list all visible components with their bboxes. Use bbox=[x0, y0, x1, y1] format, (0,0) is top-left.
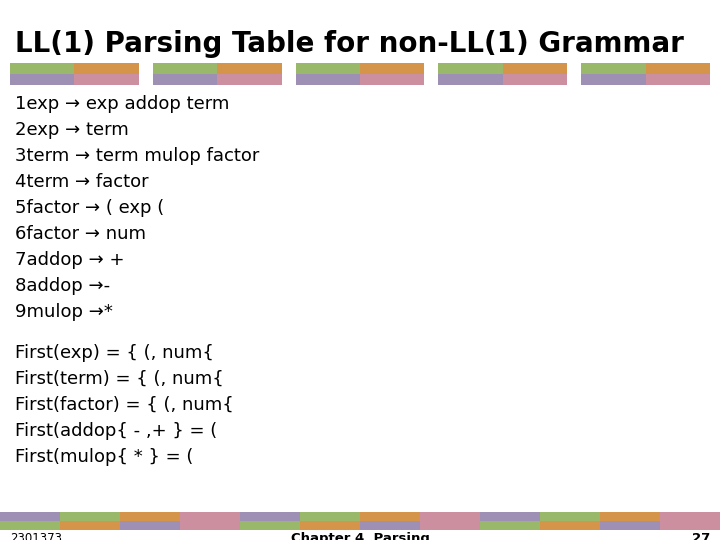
Text: 7addop → +: 7addop → + bbox=[15, 251, 125, 269]
Bar bbox=[217, 63, 282, 74]
Bar bbox=[540, 512, 600, 521]
Bar bbox=[0, 512, 60, 521]
Bar bbox=[420, 521, 480, 530]
Bar bbox=[438, 63, 503, 74]
Text: 27: 27 bbox=[692, 532, 710, 540]
Bar bbox=[540, 521, 600, 530]
Text: LL(1) Parsing Table for non-LL(1) Grammar: LL(1) Parsing Table for non-LL(1) Gramma… bbox=[15, 30, 684, 58]
Text: 9mulop →*: 9mulop →* bbox=[15, 303, 113, 321]
Bar bbox=[180, 521, 240, 530]
Bar bbox=[660, 512, 720, 521]
Text: 2301373: 2301373 bbox=[10, 532, 62, 540]
Bar bbox=[360, 63, 424, 74]
Bar bbox=[10, 63, 74, 74]
Bar bbox=[180, 512, 240, 521]
Text: 6factor → num: 6factor → num bbox=[15, 225, 146, 243]
Bar bbox=[660, 521, 720, 530]
Text: 1exp → exp addop term: 1exp → exp addop term bbox=[15, 95, 230, 113]
Bar bbox=[120, 512, 180, 521]
Text: 3term → term mulop factor: 3term → term mulop factor bbox=[15, 147, 259, 165]
Bar bbox=[120, 521, 180, 530]
Bar bbox=[480, 512, 540, 521]
Bar bbox=[74, 74, 139, 85]
Bar bbox=[60, 521, 120, 530]
Bar bbox=[646, 63, 710, 74]
Bar bbox=[503, 74, 567, 85]
Bar bbox=[217, 74, 282, 85]
Bar bbox=[296, 63, 360, 74]
Text: First(term) = { (, num{: First(term) = { (, num{ bbox=[15, 370, 224, 388]
Bar bbox=[153, 63, 217, 74]
Text: 8addop →-: 8addop →- bbox=[15, 277, 110, 295]
Bar bbox=[360, 512, 420, 521]
Bar bbox=[240, 521, 300, 530]
Text: 4term → factor: 4term → factor bbox=[15, 173, 148, 191]
Bar bbox=[360, 521, 420, 530]
Bar bbox=[360, 74, 424, 85]
Bar bbox=[153, 74, 217, 85]
Text: 2exp → term: 2exp → term bbox=[15, 121, 129, 139]
Bar bbox=[503, 63, 567, 74]
Bar bbox=[10, 74, 74, 85]
Bar bbox=[581, 74, 646, 85]
Text: First(mulop{ * } = (: First(mulop{ * } = ( bbox=[15, 448, 194, 466]
Bar bbox=[646, 74, 710, 85]
Text: First(factor) = { (, num{: First(factor) = { (, num{ bbox=[15, 396, 234, 414]
Bar bbox=[600, 512, 660, 521]
Bar bbox=[300, 512, 360, 521]
Text: First(addop{ - ,+ } = (: First(addop{ - ,+ } = ( bbox=[15, 422, 217, 440]
Bar bbox=[420, 512, 480, 521]
Bar bbox=[300, 521, 360, 530]
Bar bbox=[480, 521, 540, 530]
Bar bbox=[296, 74, 360, 85]
Bar bbox=[581, 63, 646, 74]
Bar bbox=[240, 512, 300, 521]
Text: 5factor → ( exp (: 5factor → ( exp ( bbox=[15, 199, 164, 217]
Bar bbox=[60, 512, 120, 521]
Bar bbox=[600, 521, 660, 530]
Bar bbox=[438, 74, 503, 85]
Bar bbox=[0, 521, 60, 530]
Bar bbox=[74, 63, 139, 74]
Text: Chapter 4  Parsing: Chapter 4 Parsing bbox=[291, 532, 429, 540]
Text: First(exp) = { (, num{: First(exp) = { (, num{ bbox=[15, 344, 214, 362]
